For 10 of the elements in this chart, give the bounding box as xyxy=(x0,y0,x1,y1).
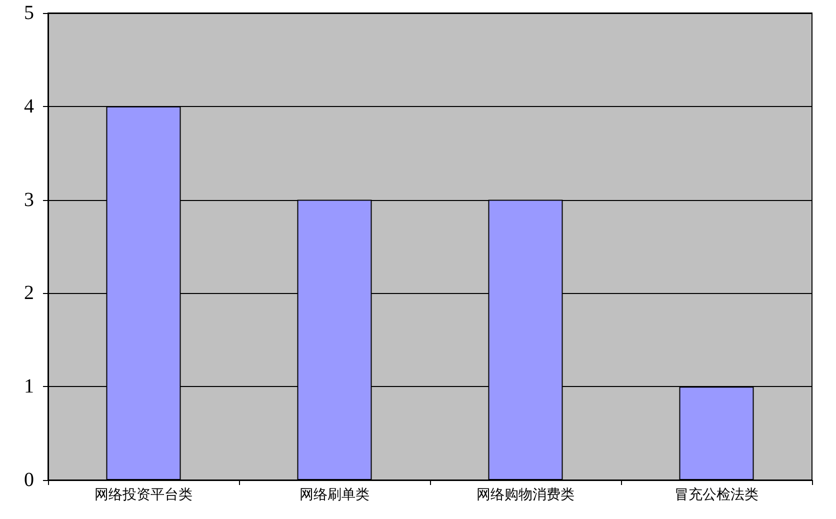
y-tick-label: 5 xyxy=(24,2,34,24)
y-tick-label: 2 xyxy=(24,282,34,304)
y-tick-label: 3 xyxy=(24,188,34,211)
y-tick-label: 1 xyxy=(24,376,34,398)
x-tick-label: 网络购物消费类 xyxy=(476,487,574,503)
y-tick-label: 0 xyxy=(24,469,34,491)
x-tick-label: 网络投资平台类 xyxy=(94,487,192,503)
y-tick-label: 4 xyxy=(24,95,34,118)
x-tick-label: 冒充公检法类 xyxy=(674,487,758,503)
x-tick-label: 网络刷单类 xyxy=(300,487,370,503)
